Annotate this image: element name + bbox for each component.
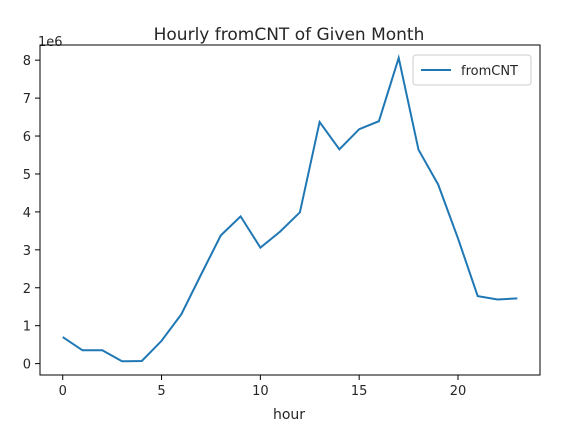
- y-tick-label: 3: [23, 244, 31, 259]
- legend: fromCNT: [412, 54, 532, 86]
- x-tick-label: 15: [351, 384, 368, 399]
- legend-label: fromCNT: [461, 64, 518, 79]
- x-tick-label: 20: [450, 384, 467, 399]
- y-tick-label: 6: [23, 130, 31, 145]
- y-offset-label: 1e6: [38, 35, 63, 50]
- chart-title: Hourly fromCNT of Given Month: [154, 25, 425, 45]
- legend-box: [412, 54, 532, 86]
- y-tick-label: 5: [23, 168, 31, 183]
- series-line-fromCNT: [62, 53, 518, 363]
- x-tick-label: 0: [59, 384, 67, 399]
- plot-frame: [39, 44, 541, 376]
- x-axis-label: hour: [273, 407, 305, 423]
- y-tick-label: 1: [23, 320, 31, 335]
- y-tick-label: 8: [23, 54, 31, 69]
- y-tick-label: 4: [23, 206, 31, 221]
- y-tick-label: 0: [23, 358, 31, 373]
- y-tick-label: 2: [23, 282, 31, 297]
- axes-ticks: 0 5 10 15 20 0 1 2 3 4 5 6 7 8: [23, 54, 467, 399]
- x-tick-label: 5: [157, 384, 165, 399]
- x-tick-label: 10: [252, 384, 269, 399]
- y-tick-label: 7: [23, 92, 31, 107]
